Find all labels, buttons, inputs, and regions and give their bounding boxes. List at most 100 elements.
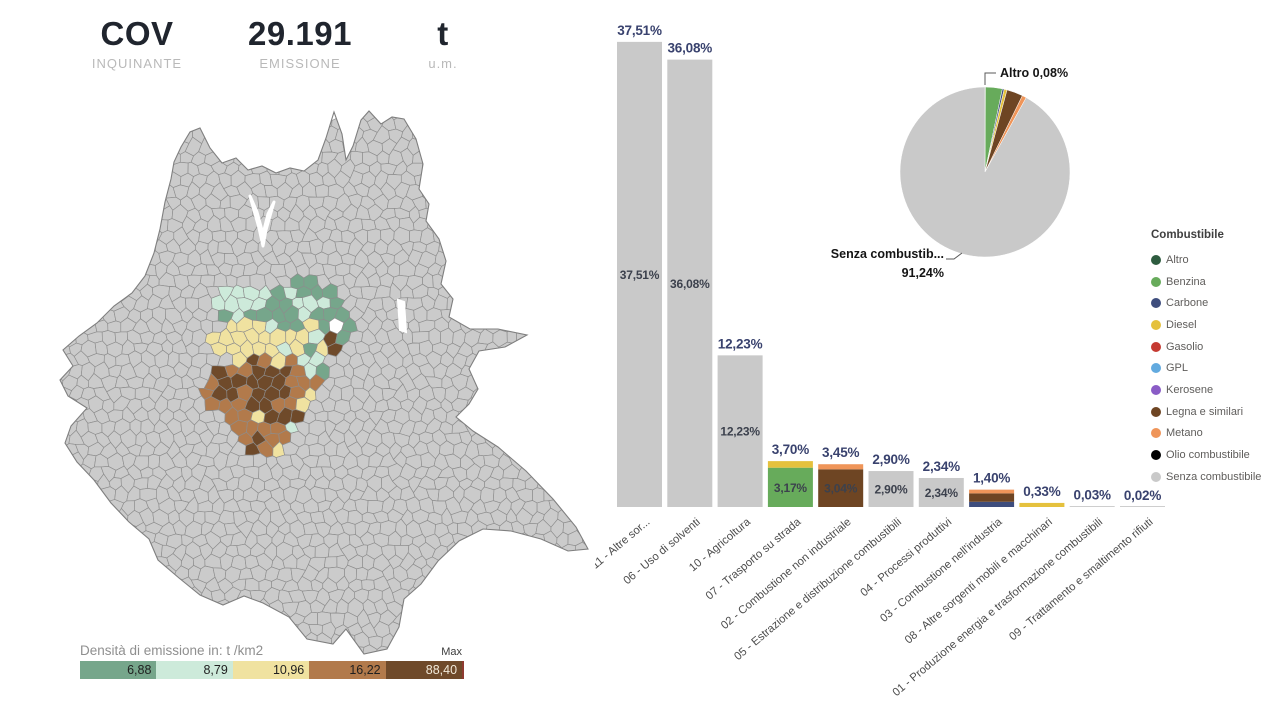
bar-inside-label: 3,04% — [824, 482, 858, 496]
kpi-emission-value: 29.191 — [248, 15, 352, 52]
bar-segment-senza-combustibile[interactable] — [617, 41, 662, 507]
municipality-cell[interactable] — [421, 160, 435, 177]
municipality-cell[interactable] — [158, 205, 174, 221]
municipality-cell[interactable] — [139, 240, 156, 254]
municipality-cell[interactable] — [314, 184, 329, 198]
choropleth-map[interactable] — [40, 85, 600, 675]
fuel-legend-item-gpl[interactable]: GPL — [1151, 357, 1279, 379]
municipality-cell[interactable] — [245, 600, 261, 617]
bar-segment-senza-combustibile[interactable] — [1120, 506, 1165, 507]
kpi-unit-label: u.m. — [428, 56, 458, 71]
legend-dot — [1151, 406, 1161, 417]
bar-segment-carbone[interactable] — [969, 501, 1015, 507]
legend-label: Altro — [1166, 253, 1189, 266]
kpi-pollutant: COV INQUINANTE — [85, 15, 189, 72]
fuel-legend-item-legna-e-similari[interactable]: Legna e similari — [1151, 401, 1279, 423]
municipality-cell[interactable] — [509, 317, 527, 333]
x-axis-label: 07 - Trasporto su strada — [704, 516, 804, 603]
lake-como — [248, 194, 276, 248]
municipality-cell[interactable] — [510, 342, 527, 356]
municipality-cell[interactable] — [446, 249, 459, 267]
bar-segment-diesel[interactable] — [1019, 502, 1065, 507]
density-class-16-22: 16,22 — [309, 661, 386, 679]
legend-dot — [1151, 450, 1161, 461]
bar-segment-senza-combustibile[interactable] — [868, 471, 914, 507]
bar-segment-benzina[interactable] — [767, 467, 813, 507]
fuel-legend-item-benzina[interactable]: Benzina — [1151, 271, 1279, 293]
municipality-cell[interactable] — [225, 274, 238, 288]
municipality-cell[interactable] — [452, 305, 469, 322]
municipality-cell[interactable] — [571, 508, 583, 525]
x-axis-label: 04 - Processi produttivi — [858, 516, 954, 599]
municipality-cell[interactable] — [502, 531, 520, 546]
density-class-10-96: 10,96 — [232, 661, 310, 679]
bar-inside-label: 2,90% — [874, 483, 908, 497]
municipality-cell[interactable] — [543, 488, 560, 502]
legend-dot — [1151, 341, 1161, 352]
bar-segment-legna-e-similari[interactable] — [969, 493, 1015, 502]
map-legend-max: Max — [441, 646, 462, 658]
legend-label: Benzina — [1166, 275, 1206, 288]
bar-segment-metano[interactable] — [818, 464, 864, 470]
bar-segment-diesel[interactable] — [767, 461, 813, 468]
fuel-legend-item-diesel[interactable]: Diesel — [1151, 314, 1279, 336]
legend-label: Carbone — [1166, 297, 1209, 310]
pie-slice-senza-combustibile[interactable] — [899, 86, 1071, 258]
bar-inside-label: 36,08% — [670, 277, 710, 291]
fuel-legend-item-altro[interactable]: Altro — [1151, 249, 1279, 271]
pie-callout-senza-value: 91,24% — [902, 266, 944, 280]
fuel-legend-item-carbone[interactable]: Carbone — [1151, 292, 1279, 314]
municipality-cell[interactable] — [323, 556, 338, 569]
fuel-legend-item-gasolio[interactable]: Gasolio — [1151, 336, 1279, 358]
municipality-cell[interactable] — [432, 273, 449, 290]
fuel-legend: Combustibile Altro Benzina Carbone Diesel Ga… — [1151, 229, 1279, 488]
fuel-legend-title: Combustibile — [1151, 229, 1224, 241]
bar-inside-label: 37,51% — [620, 268, 660, 282]
municipality-cell[interactable] — [355, 567, 369, 581]
bar-segment-senza-combustibile[interactable] — [667, 59, 713, 508]
municipality-cell[interactable] — [57, 338, 71, 356]
municipality-cell[interactable] — [60, 396, 77, 414]
legend-dot — [1151, 298, 1161, 309]
municipality-cell[interactable] — [308, 442, 326, 457]
municipality-cell[interactable] — [159, 162, 173, 178]
municipality-cell[interactable] — [204, 600, 218, 614]
legend-label: Gasolio — [1166, 340, 1204, 353]
municipality-cell[interactable] — [432, 226, 449, 244]
density-class-88-40: 88,40 — [385, 661, 463, 679]
bar-segment-senza-combustibile[interactable] — [1069, 506, 1115, 507]
municipality-cell[interactable] — [289, 364, 307, 377]
municipality-cell[interactable] — [146, 541, 163, 558]
legend-dot — [1151, 276, 1161, 287]
fuel-legend-item-olio-combustibile[interactable]: Olio combustibile — [1151, 444, 1279, 466]
fuel-legend-item-senza-combustibile[interactable]: Senza combustibile — [1151, 466, 1279, 488]
kpi-pollutant-value: COV — [100, 15, 174, 52]
legend-dot — [1151, 428, 1161, 439]
bar-inside-label: 2,34% — [925, 486, 959, 500]
bar-total-label: 1,40% — [973, 471, 1010, 486]
pie-callout-line — [984, 72, 996, 85]
municipality-cell[interactable] — [516, 330, 534, 344]
legend-label: Senza combustibile — [1166, 470, 1262, 483]
bar-segment-senza-combustibile[interactable] — [918, 477, 964, 507]
legend-dot — [1151, 471, 1161, 482]
bar-total-label: 3,70% — [772, 442, 809, 457]
municipality-cell[interactable] — [574, 541, 589, 561]
municipality-cell[interactable] — [536, 477, 553, 490]
bar-inside-label: 12,23% — [720, 425, 760, 439]
bar-segment-legna-e-similari[interactable] — [818, 469, 864, 507]
bar-total-label: 37,51% — [617, 23, 662, 38]
bar-total-label: 36,08% — [668, 41, 713, 56]
bar-segment-senza-combustibile[interactable] — [717, 355, 763, 507]
bar-segment-metano[interactable] — [969, 489, 1015, 494]
municipality-cell[interactable] — [532, 487, 545, 504]
municipality-cell[interactable] — [94, 319, 109, 333]
legend-label: Olio combustibile — [1166, 449, 1250, 462]
municipality-cell[interactable] — [146, 205, 161, 220]
fuel-legend-item-metano[interactable]: Metano — [1151, 423, 1279, 445]
legend-dot — [1151, 384, 1161, 395]
bar-total-label: 0,02% — [1124, 488, 1161, 503]
municipality-cell[interactable] — [187, 117, 200, 131]
bar-chart: 37,51%37,51%11 - Altre sor...36,08%36,08… — [595, 23, 1165, 699]
fuel-legend-item-kerosene[interactable]: Kerosene — [1151, 379, 1279, 401]
